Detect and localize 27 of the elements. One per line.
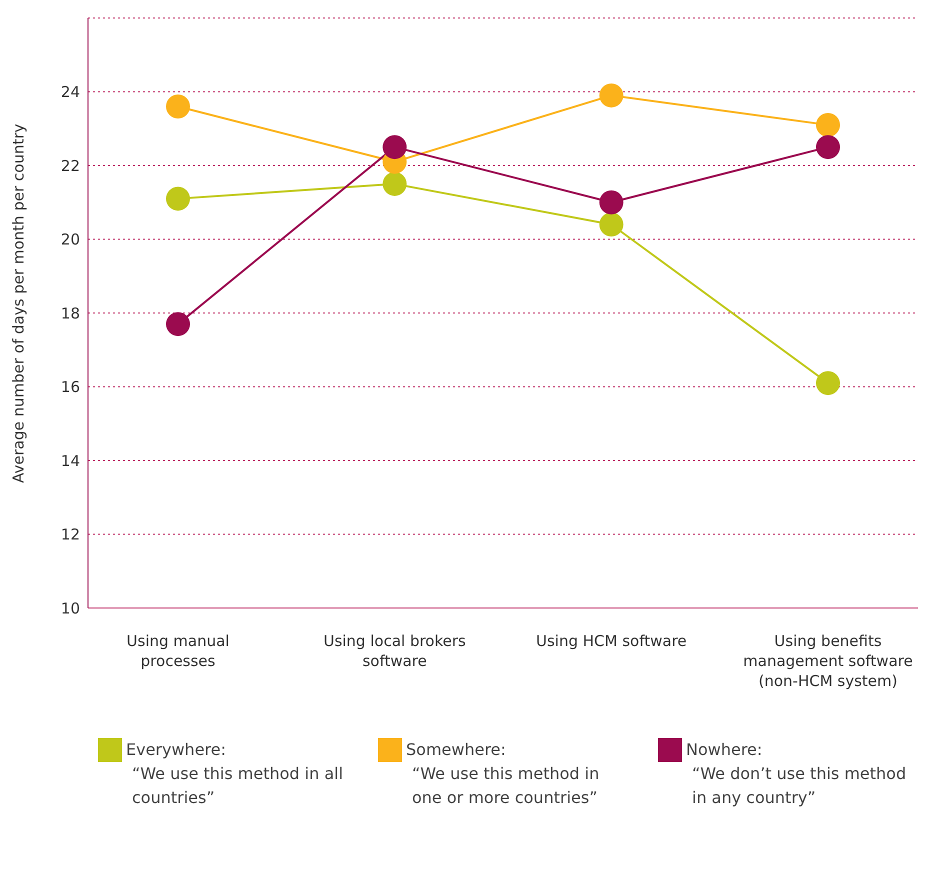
y-tick-label: 20 bbox=[60, 230, 80, 249]
point bbox=[816, 135, 840, 160]
y-axis-title: Average number of days per month per country bbox=[9, 124, 28, 483]
legend-label: Somewhere: “We use this method in one or more countries” bbox=[406, 739, 600, 809]
point bbox=[599, 212, 624, 236]
x-tick-label: Using HCM software bbox=[536, 632, 687, 650]
y-tick-label: 14 bbox=[60, 452, 80, 470]
y-tick-label: 24 bbox=[60, 83, 80, 102]
x-tick-label: Using benefits management software (non-HCM system) bbox=[743, 632, 913, 690]
point bbox=[599, 190, 624, 214]
y-tick-label: 12 bbox=[60, 526, 80, 544]
y-tick-label: 10 bbox=[60, 599, 80, 618]
point bbox=[816, 112, 840, 137]
point bbox=[382, 172, 407, 196]
y-tick-label: 22 bbox=[60, 156, 80, 175]
legend-label: Nowhere: “We don’t use this method in any country” bbox=[686, 739, 908, 809]
point bbox=[599, 83, 624, 108]
x-tick-label: Using manual processes bbox=[126, 632, 230, 670]
y-tick-label: 16 bbox=[60, 378, 80, 396]
point bbox=[816, 371, 840, 396]
point bbox=[166, 312, 190, 336]
point bbox=[166, 94, 190, 118]
point bbox=[382, 135, 407, 160]
point bbox=[166, 186, 190, 211]
y-tick-label: 18 bbox=[60, 304, 80, 322]
legend-label: Everywhere: “We use this method in all countries” bbox=[126, 739, 344, 809]
x-tick-label: Using local brokers software bbox=[323, 632, 466, 670]
